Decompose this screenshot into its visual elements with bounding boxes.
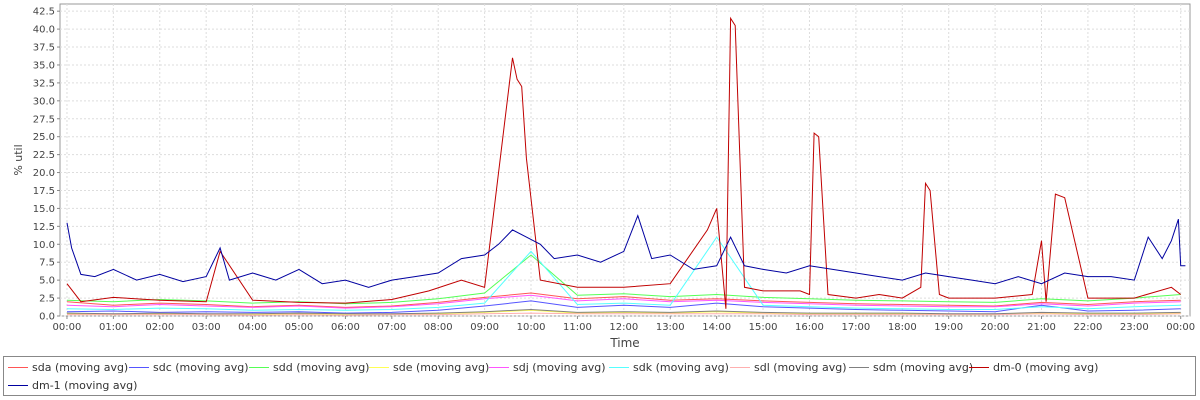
x-tick-label: 03:00 — [192, 322, 221, 333]
series-line-sdm — [66, 308, 1181, 315]
legend-label: sdd (moving avg) — [273, 360, 370, 374]
x-tick-label: 11:00 — [563, 322, 592, 333]
legend-label: sdl (moving avg) — [754, 360, 847, 374]
legend-label: sdk (moving avg) — [633, 360, 729, 374]
x-tick-label: 20:00 — [981, 322, 1010, 333]
x-tick-label: 02:00 — [145, 322, 174, 333]
y-tick-label: 15.0 — [33, 204, 55, 215]
x-tick-label: 14:00 — [702, 322, 731, 333]
legend-label: sdj (moving avg) — [513, 360, 606, 374]
grid-layer — [60, 4, 1190, 317]
plot-area — [59, 3, 1191, 317]
series-line-sdd — [66, 254, 1181, 305]
legend-swatch — [8, 366, 28, 368]
y-tick-label: 30.0 — [33, 96, 55, 107]
legend-swatch — [129, 366, 149, 368]
x-tick-label: 18:00 — [888, 322, 917, 333]
legend-swatch — [8, 384, 28, 386]
legend-item: sdd (moving avg) — [249, 358, 369, 376]
legend-item: sdk (moving avg) — [609, 358, 729, 376]
y-tick-label: 25.0 — [33, 132, 55, 143]
axis-layer: 0.0 2.5 5.0 7.5 10.0 12.5 15.0 17.5 20.0 22.5 25.0… — [33, 7, 1195, 333]
legend-item: sda (moving avg) — [8, 358, 128, 376]
y-tick-label: 40.0 — [33, 25, 55, 36]
y-tick-label: 22.5 — [33, 150, 55, 161]
y-tick-label: 42.5 — [33, 7, 55, 18]
y-tick-label: 7.5 — [39, 258, 55, 269]
y-tick-label: 20.0 — [33, 168, 55, 179]
legend-swatch — [609, 366, 629, 368]
legend-swatch — [849, 366, 869, 368]
legend-item: sdm (moving avg) — [849, 358, 973, 376]
legend-item: sdj (moving avg) — [489, 358, 606, 376]
legend-item: sdc (moving avg) — [129, 358, 249, 376]
legend-item: sdl (moving avg) — [730, 358, 847, 376]
series-line-sdk — [66, 236, 1181, 311]
x-tick-label: 08:00 — [424, 322, 453, 333]
legend-swatch — [969, 366, 989, 368]
x-axis-label: Time — [609, 336, 639, 350]
y-tick-label: 27.5 — [33, 114, 55, 125]
legend-swatch — [369, 366, 389, 368]
legend-label: sda (moving avg) — [32, 360, 129, 374]
x-tick-label: 19:00 — [934, 322, 963, 333]
y-tick-label: 5.0 — [39, 276, 55, 287]
legend-swatch — [489, 366, 509, 368]
legend-label: dm-0 (moving avg) — [993, 360, 1099, 374]
y-tick-label: 37.5 — [33, 43, 55, 54]
series-line-dm-0 — [66, 16, 1182, 309]
x-tick-label: 13:00 — [656, 322, 685, 333]
legend-label: sdc (moving avg) — [153, 360, 249, 374]
x-tick-label: 22:00 — [1073, 322, 1102, 333]
legend-item: dm-0 (moving avg) — [969, 358, 1098, 376]
series-line-sda — [66, 292, 1181, 308]
x-tick-label: 07:00 — [377, 322, 406, 333]
x-tick-label: 10:00 — [517, 322, 546, 333]
legend-item: sde (moving avg) — [369, 358, 489, 376]
legend: sda (moving avg) sdc (moving avg) sdd (mov… — [3, 356, 1196, 396]
y-tick-label: 10.0 — [33, 240, 55, 251]
legend-swatch — [249, 366, 269, 368]
legend-swatch — [730, 366, 750, 368]
y-tick-label: 32.5 — [33, 78, 55, 89]
y-tick-label: 0.0 — [39, 312, 55, 323]
series-line-sdj — [66, 294, 1181, 309]
x-tick-label: 17:00 — [841, 322, 870, 333]
y-tick-label: 2.5 — [39, 294, 55, 305]
legend-label: sde (moving avg) — [393, 360, 490, 374]
x-tick-label: 06:00 — [331, 322, 360, 333]
series-line-sdc — [66, 300, 1181, 314]
series-line-sdl — [67, 312, 1181, 316]
legend-item: dm-1 (moving avg) — [8, 376, 137, 394]
x-tick-label: 04:00 — [238, 322, 267, 333]
x-tick-label: 00:00 — [1166, 322, 1195, 333]
x-tick-label: 05:00 — [285, 322, 314, 333]
x-tick-label: 21:00 — [1027, 322, 1056, 333]
x-tick-label: 23:00 — [1120, 322, 1149, 333]
y-axis-label: % util — [12, 144, 25, 175]
x-tick-label: 16:00 — [795, 322, 824, 333]
series-layer — [66, 16, 1186, 316]
series-line-dm-1 — [66, 214, 1186, 288]
x-tick-label: 12:00 — [609, 322, 638, 333]
x-tick-label: 01:00 — [99, 322, 128, 333]
legend-label: dm-1 (moving avg) — [32, 378, 138, 392]
y-tick-label: 12.5 — [33, 222, 55, 233]
legend-label: sdm (moving avg) — [873, 360, 974, 374]
x-tick-label: 09:00 — [470, 322, 499, 333]
y-tick-label: 17.5 — [33, 186, 55, 197]
chart-svg: 0.0 2.5 5.0 7.5 10.0 12.5 15.0 17.5 20.0 22.5 25.0… — [12, 3, 1195, 350]
y-tick-label: 35.0 — [33, 60, 55, 71]
x-tick-label: 00:00 — [53, 322, 82, 333]
x-tick-label: 15:00 — [749, 322, 778, 333]
